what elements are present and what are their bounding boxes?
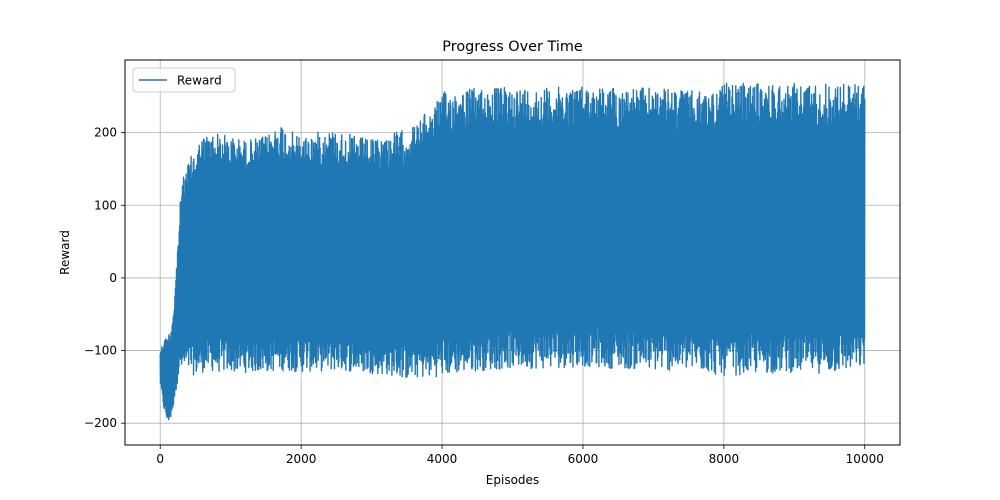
y-tick-label: 0 xyxy=(109,271,117,285)
legend-entry-reward: Reward xyxy=(177,74,222,88)
x-tick-label: 6000 xyxy=(568,452,599,466)
series-group xyxy=(159,82,866,421)
x-ticks: 0 2000 4000 6000 8000 10000 xyxy=(156,445,884,466)
y-tick-label: 200 xyxy=(94,126,117,140)
x-axis-label: Episodes xyxy=(486,473,539,487)
legend-box xyxy=(132,67,236,93)
y-axis-label: Reward xyxy=(58,230,72,275)
x-tick-label: 0 xyxy=(156,452,164,466)
x-tick-label: 2000 xyxy=(286,452,317,466)
y-tick-label: 100 xyxy=(94,198,117,212)
legend: Reward xyxy=(132,67,236,93)
y-ticks: −200 −100 0 100 200 xyxy=(84,126,125,430)
y-tick-label: −100 xyxy=(84,344,117,358)
x-tick-label: 4000 xyxy=(427,452,458,466)
y-tick-label: −200 xyxy=(84,416,117,430)
x-tick-label: 10000 xyxy=(846,452,884,466)
chart-title: Progress Over Time xyxy=(442,39,583,55)
plot-frame xyxy=(124,59,901,446)
series-line-reward xyxy=(159,82,866,421)
x-tick-label: 8000 xyxy=(709,452,740,466)
